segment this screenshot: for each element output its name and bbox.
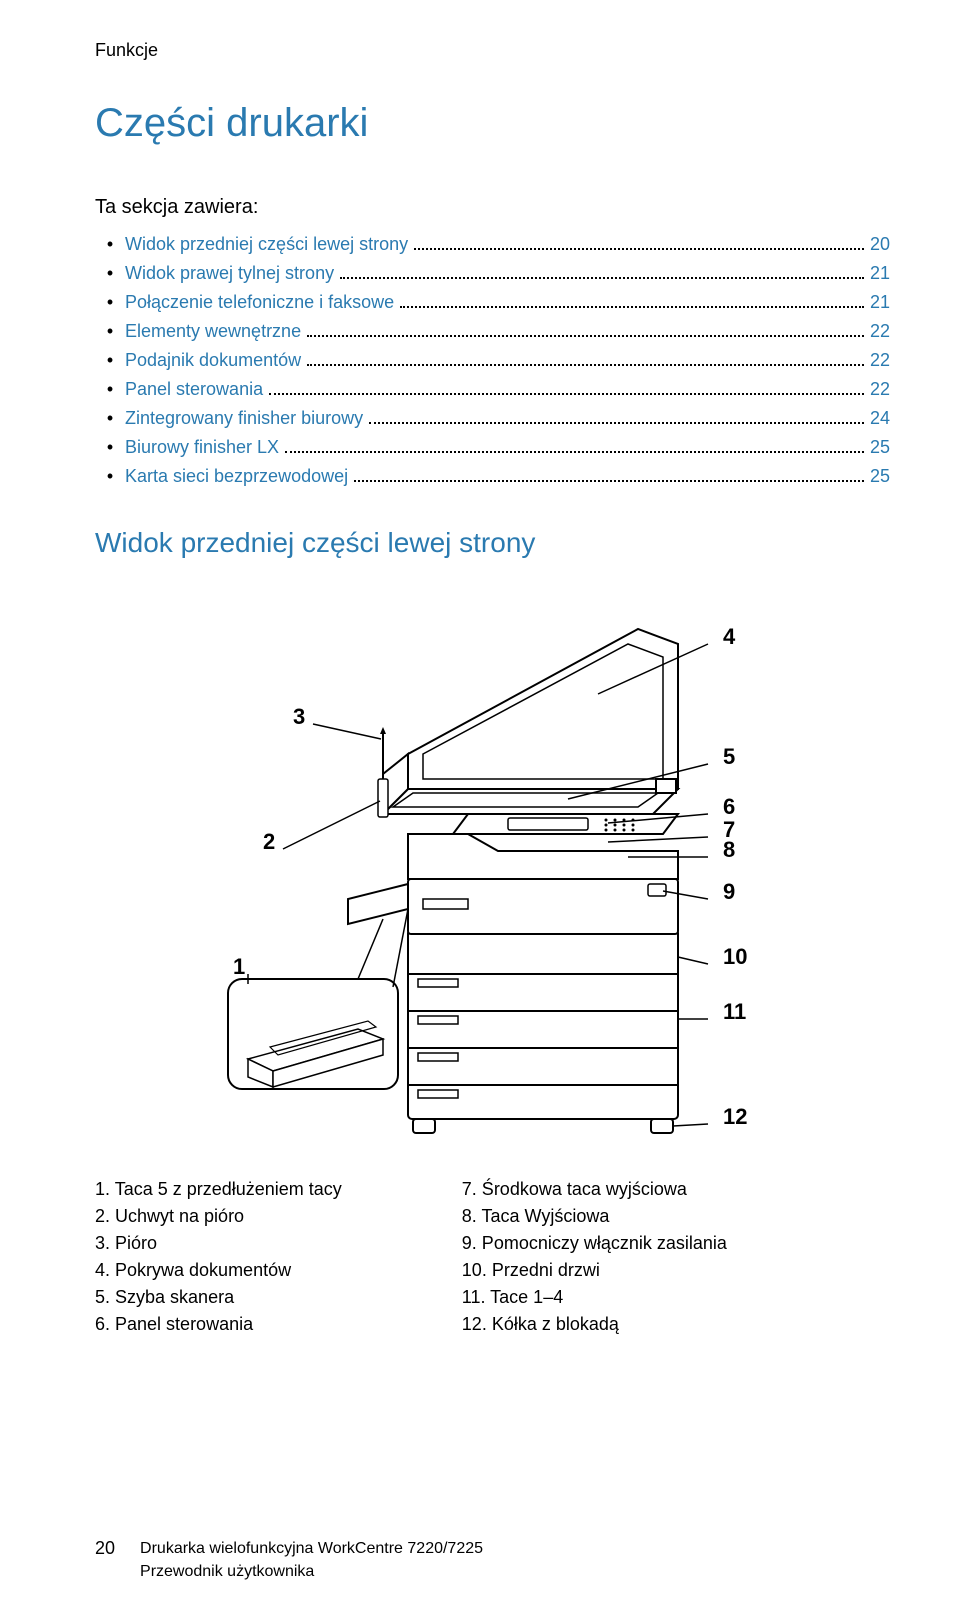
svg-text:10: 10 <box>723 944 747 969</box>
toc-leader <box>269 393 864 395</box>
legend-item: 5. Szyba skanera <box>95 1287 342 1308</box>
legend-item: 11. Tace 1–4 <box>462 1287 727 1308</box>
svg-text:3: 3 <box>293 704 305 729</box>
toc-page-number: 22 <box>870 321 890 342</box>
legend-item: 7. Środkowa taca wyjściowa <box>462 1179 727 1200</box>
toc-page-number: 24 <box>870 408 890 429</box>
toc-page-number: 25 <box>870 437 890 458</box>
toc-label: Karta sieci bezprzewodowej <box>125 466 348 487</box>
toc-item[interactable]: •Połączenie telefoniczne i faksowe 21 <box>95 292 890 313</box>
toc-label: Połączenie telefoniczne i faksowe <box>125 292 394 313</box>
legend-item: 1. Taca 5 z przedłużeniem tacy <box>95 1179 342 1200</box>
toc-label: Podajnik dokumentów <box>125 350 301 371</box>
legend-item: 2. Uchwyt na pióro <box>95 1206 342 1227</box>
legend-column-left: 1. Taca 5 z przedłużeniem tacy 2. Uchwyt … <box>95 1179 342 1341</box>
svg-text:5: 5 <box>723 744 735 769</box>
toc-page-number: 21 <box>870 263 890 284</box>
toc-leader <box>369 422 864 424</box>
svg-text:4: 4 <box>723 624 736 649</box>
svg-text:8: 8 <box>723 837 735 862</box>
toc-leader <box>400 306 864 308</box>
toc-leader <box>354 480 864 482</box>
toc-page-number: 21 <box>870 292 890 313</box>
footer-text: Drukarka wielofunkcyjna WorkCentre 7220/… <box>140 1538 483 1583</box>
toc-item[interactable]: •Widok przedniej części lewej strony 20 <box>95 234 890 255</box>
legend-item: 12. Kółka z blokadą <box>462 1314 727 1335</box>
toc-item[interactable]: •Biurowy finisher LX 25 <box>95 437 890 458</box>
diagram-legend: 1. Taca 5 z przedłużeniem tacy 2. Uchwyt … <box>95 1179 890 1341</box>
toc-item[interactable]: •Widok prawej tylnej strony 21 <box>95 263 890 284</box>
toc-leader <box>285 451 864 453</box>
bullet-icon: • <box>95 263 125 284</box>
bullet-icon: • <box>95 350 125 371</box>
bullet-icon: • <box>95 437 125 458</box>
printer-diagram: 123456789101112 <box>95 579 890 1149</box>
chapter-header: Funkcje <box>95 40 890 61</box>
page-title: Części drukarki <box>95 101 890 146</box>
toc-label: Widok prawej tylnej strony <box>125 263 334 284</box>
toc-leader <box>340 277 864 279</box>
legend-item: 8. Taca Wyjściowa <box>462 1206 727 1227</box>
toc-item[interactable]: •Zintegrowany finisher biurowy 24 <box>95 408 890 429</box>
bullet-icon: • <box>95 234 125 255</box>
toc-page-number: 20 <box>870 234 890 255</box>
svg-text:12: 12 <box>723 1104 747 1129</box>
page-number: 20 <box>95 1538 115 1559</box>
legend-item: 10. Przedni drzwi <box>462 1260 727 1281</box>
bullet-icon: • <box>95 466 125 487</box>
toc-label: Zintegrowany finisher biurowy <box>125 408 363 429</box>
svg-text:6: 6 <box>723 794 735 819</box>
svg-text:2: 2 <box>263 829 275 854</box>
bullet-icon: • <box>95 408 125 429</box>
legend-column-right: 7. Środkowa taca wyjściowa 8. Taca Wyjści… <box>462 1179 727 1341</box>
toc-label: Panel sterowania <box>125 379 263 400</box>
toc-item[interactable]: •Karta sieci bezprzewodowej 25 <box>95 466 890 487</box>
toc-item[interactable]: •Elementy wewnętrzne 22 <box>95 321 890 342</box>
svg-text:1: 1 <box>233 954 245 979</box>
legend-item: 4. Pokrywa dokumentów <box>95 1260 342 1281</box>
section-heading: Widok przedniej części lewej strony <box>95 527 890 559</box>
toc-page-number: 25 <box>870 466 890 487</box>
svg-text:11: 11 <box>723 999 746 1024</box>
toc-page-number: 22 <box>870 350 890 371</box>
toc-item[interactable]: •Podajnik dokumentów 22 <box>95 350 890 371</box>
bullet-icon: • <box>95 379 125 400</box>
toc-label: Widok przedniej części lewej strony <box>125 234 408 255</box>
toc-label: Biurowy finisher LX <box>125 437 279 458</box>
footer-line2: Przewodnik użytkownika <box>140 1563 314 1580</box>
toc-leader <box>414 248 864 250</box>
toc-item[interactable]: •Panel sterowania 22 <box>95 379 890 400</box>
legend-item: 3. Pióro <box>95 1233 342 1254</box>
toc-subheading: Ta sekcja zawiera: <box>95 196 890 219</box>
legend-item: 6. Panel sterowania <box>95 1314 342 1335</box>
svg-text:9: 9 <box>723 879 735 904</box>
footer-line1: Drukarka wielofunkcyjna WorkCentre 7220/… <box>140 1540 483 1557</box>
bullet-icon: • <box>95 321 125 342</box>
page-footer: 20 Drukarka wielofunkcyjna WorkCentre 72… <box>95 1538 890 1583</box>
bullet-icon: • <box>95 292 125 313</box>
toc-label: Elementy wewnętrzne <box>125 321 301 342</box>
legend-item: 9. Pomocniczy włącznik zasilania <box>462 1233 727 1254</box>
toc-leader <box>307 364 864 366</box>
toc-page-number: 22 <box>870 379 890 400</box>
toc-leader <box>307 335 864 337</box>
table-of-contents: •Widok przedniej części lewej strony20•W… <box>95 234 890 487</box>
